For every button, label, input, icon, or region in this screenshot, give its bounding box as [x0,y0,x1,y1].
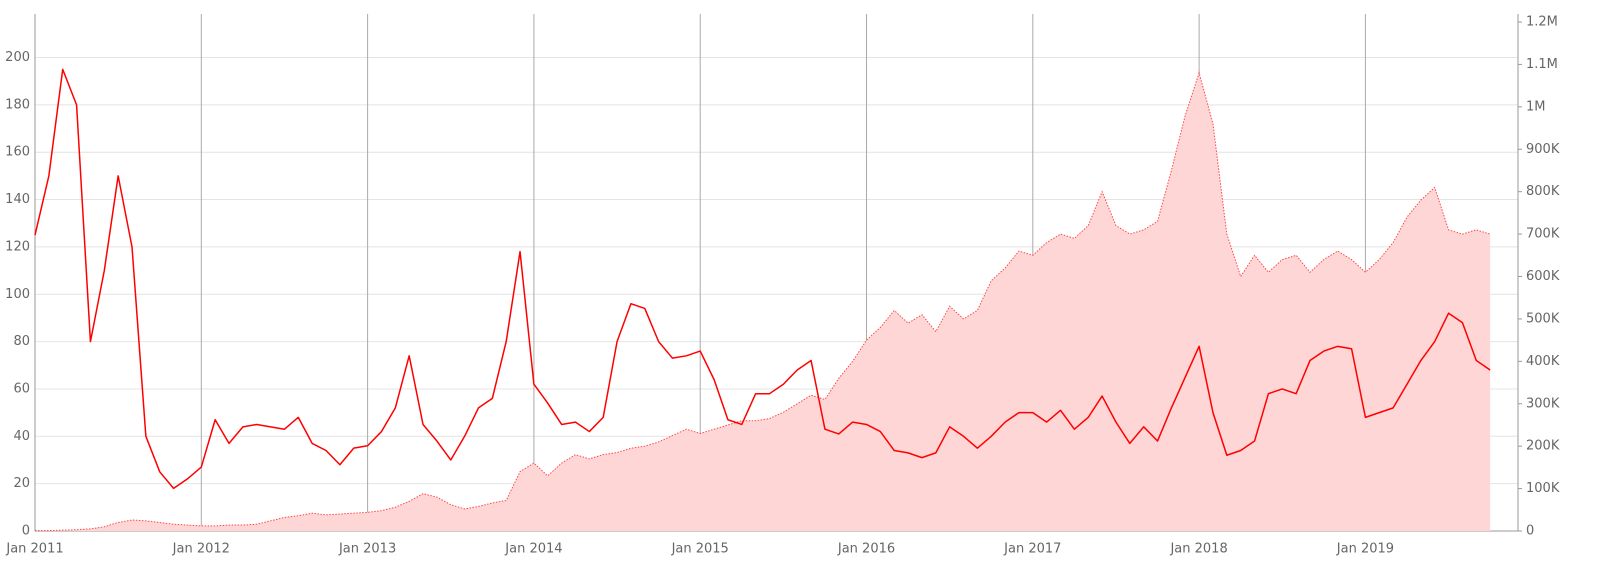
y2-tick-label: 300K [1526,396,1560,411]
x-tick-label: Jan 2014 [504,542,562,557]
x-tick-label: Jan 2019 [1336,542,1394,557]
x-tick-label: Jan 2012 [172,542,230,557]
x-tick-label: Jan 2016 [837,542,895,557]
y-tick-label: 140 [5,192,30,207]
y2-tick-label: 100K [1526,481,1560,496]
x-tick-label: Jan 2011 [5,542,63,557]
y2-tick-label: 900K [1526,142,1560,157]
y2-tick-label: 400K [1526,354,1560,369]
y-tick-label: 200 [5,50,30,65]
y2-tick-label: 0 [1526,524,1534,539]
y2-tick-label: 1.2M [1526,15,1558,30]
y-tick-label: 20 [13,476,30,491]
line [34,68,1491,490]
y-tick-label: 100 [5,287,30,302]
y-tick-label: 160 [5,145,30,160]
y2-tick-label: 800K [1526,184,1560,199]
y2-tick-label: 700K [1526,227,1560,242]
x-tick-label: Jan 2018 [1169,542,1227,557]
y-tick-label: 120 [5,239,30,254]
y2-tick-label: 1.1M [1526,57,1558,72]
y-tick-label: 180 [5,97,30,112]
area-edge [35,71,1491,532]
x-tick-label: Jan 2013 [338,542,396,557]
y2-tick-label: 500K [1526,311,1560,326]
area [35,72,1491,532]
x-tick-label: Jan 2015 [671,542,729,557]
y2-tick-label: 200K [1526,439,1560,454]
y2-tick-label: 600K [1526,269,1560,284]
y-tick-label: 80 [13,334,30,349]
y-tick-label: 60 [13,381,30,396]
x-tick-label: Jan 2017 [1003,542,1061,557]
y-tick-label: 40 [13,429,30,444]
y-tick-label: 0 [22,524,30,539]
y2-tick-label: 1M [1526,99,1546,114]
